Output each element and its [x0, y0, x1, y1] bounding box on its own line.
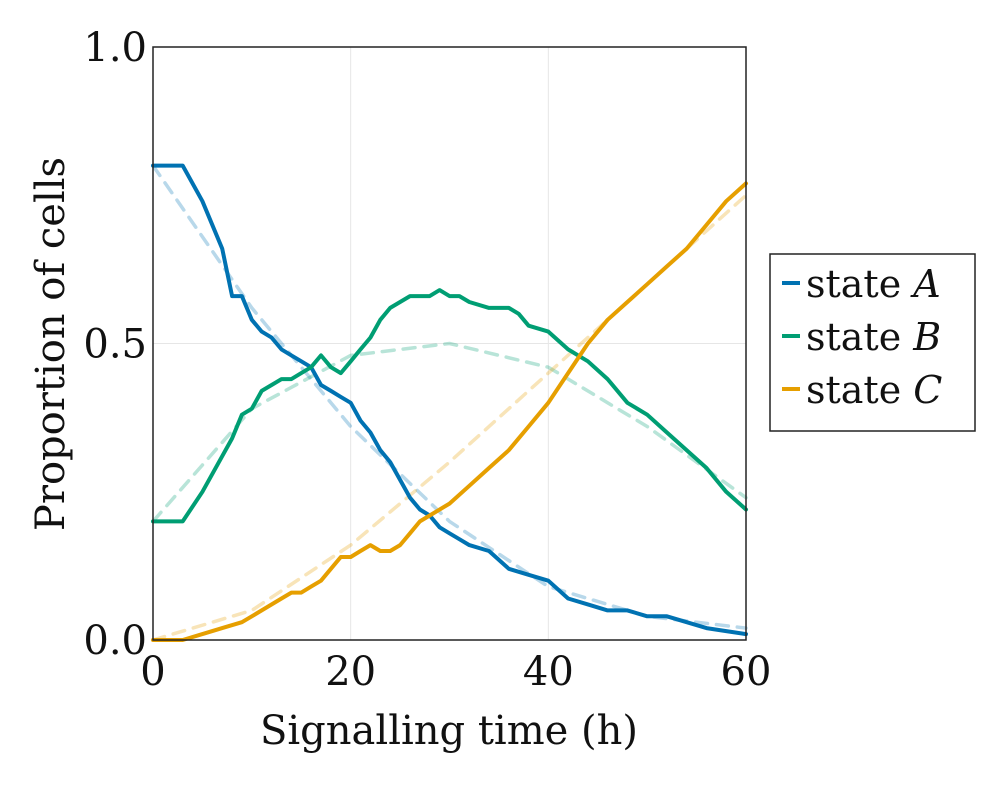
x-tick-label: 20	[325, 649, 376, 695]
legend-label-var: B	[912, 315, 941, 359]
legend-label-text: state	[806, 368, 913, 412]
x-tick-label: 60	[721, 649, 772, 695]
legend-label-text: state	[806, 315, 913, 359]
fit-line	[151, 163, 748, 630]
series-lines	[151, 163, 748, 642]
tick-labels: 0 20 40 60 0.0 0.5 1.0	[83, 25, 771, 695]
y-tick-label: 0.0	[83, 618, 147, 664]
legend-box	[769, 253, 976, 432]
legend-label-text: state	[806, 262, 913, 306]
plot-frame	[152, 46, 747, 641]
x-axis-title: Signalling time (h)	[260, 708, 638, 754]
series-line-c	[151, 181, 748, 642]
y-tick-label: 0.5	[83, 322, 147, 368]
fit-line	[151, 341, 748, 524]
y-tick-label: 1.0	[83, 25, 147, 71]
legend-label: state A	[806, 262, 941, 306]
y-axis-title: Proportion of cells	[28, 157, 74, 531]
legend-label-var: C	[913, 368, 942, 412]
x-tick-label: 0	[140, 649, 165, 695]
legend-label: state C	[806, 368, 942, 412]
x-tick-label: 40	[523, 649, 574, 695]
series-line-b	[151, 288, 748, 524]
legend-label: state B	[806, 315, 941, 359]
series-line-a	[151, 163, 748, 637]
legend-label-var: A	[910, 262, 940, 306]
